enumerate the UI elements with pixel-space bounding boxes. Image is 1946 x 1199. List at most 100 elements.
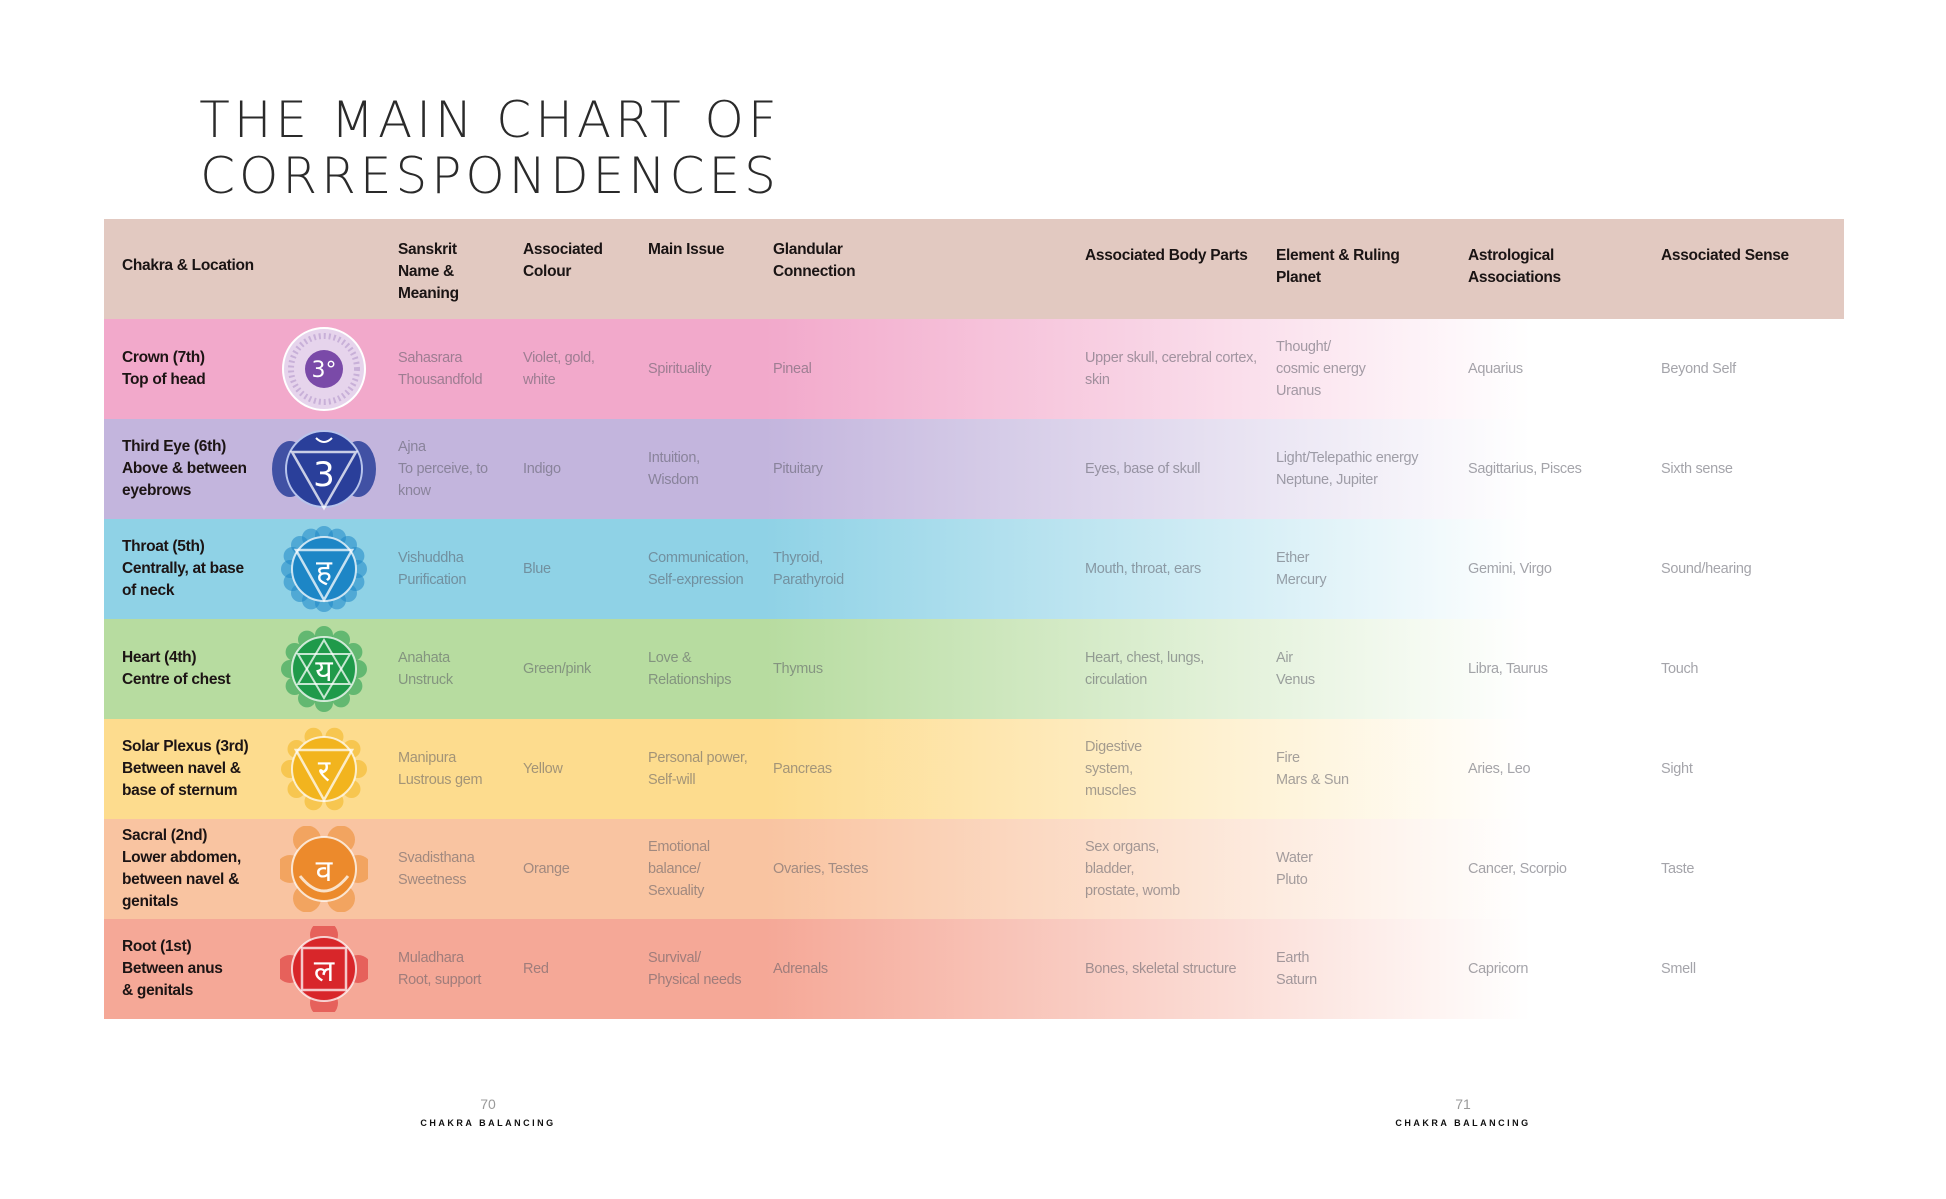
cell-line: Relationships (648, 672, 732, 688)
associated-colour: Blue (523, 558, 551, 580)
location-line: Throat (5th) (122, 538, 205, 555)
sanskrit-name: Ajna To perceive, to know (398, 436, 488, 502)
cell-line: Purification (398, 572, 467, 588)
cell-line: Emotional (648, 839, 710, 855)
header-label-line: Planet (1276, 269, 1321, 286)
sanskrit-name: Anahata Unstruck (398, 647, 453, 691)
associated-colour: Violet, gold, white (523, 347, 595, 391)
cell-line: Venus (1276, 672, 1315, 688)
glandular-connection: Adrenals (773, 958, 828, 980)
main-issue: Survival/Physical needs (648, 947, 742, 991)
cell-line: prostate, womb (1085, 883, 1180, 899)
cell-line: Light/Telepathic energy (1276, 450, 1419, 466)
throat-chakra-icon: ह (280, 526, 368, 612)
element-planet: Air Venus (1276, 647, 1315, 691)
chakra-location: Crown (7th) Top of head (122, 347, 206, 391)
cell-line: Parathyroid (773, 572, 844, 588)
cell-line: Aquarius (1468, 361, 1523, 377)
cell-line: Manipura (398, 750, 457, 766)
location-line: base of sternum (122, 782, 238, 799)
sanskrit-name: Vishuddha Purification (398, 547, 466, 591)
header-label-line: Associated Sense (1661, 247, 1789, 264)
svg-text:य: य (315, 654, 333, 689)
cell-line: Water (1276, 850, 1313, 866)
page-title: THE MAIN CHART OF CORRESPONDENCES (150, 92, 830, 204)
header-sanskrit-name: Sanskrit Name & Meaning (398, 239, 459, 305)
location-line: Solar Plexus (3rd) (122, 738, 249, 755)
cell-line: Root, support (398, 972, 482, 988)
header-associated-colour: Associated Colour (523, 239, 603, 283)
location-line: genitals (122, 893, 179, 910)
cell-line: Adrenals (773, 961, 828, 977)
location-line: Between navel & (122, 760, 241, 777)
cell-line: Ajna (398, 439, 426, 455)
cell-line: balance/ (648, 861, 701, 877)
astrological: Capricorn (1468, 958, 1528, 980)
cell-line: Survival/ (648, 950, 701, 966)
cell-line: Cancer, Scorpio (1468, 861, 1567, 877)
table-row: Solar Plexus (3rd) Between navel & base of… (104, 719, 1844, 819)
cell-line: To perceive, to (398, 461, 488, 477)
cell-line: Muladhara (398, 950, 464, 966)
cell-line: Sound/hearing (1661, 561, 1752, 577)
cell-line: Thousandfold (398, 372, 483, 388)
astrological: Libra, Taurus (1468, 658, 1548, 680)
body-parts: Mouth, throat, ears (1085, 558, 1201, 580)
main-issue: Communication, Self-expression (648, 547, 749, 591)
footer-left: 70 CHAKRA BALANCING (408, 1096, 568, 1128)
table-row: Sacral (2nd) Lower abdomen, between navel … (104, 819, 1844, 919)
cell-line: Eyes, base of skull (1085, 461, 1201, 477)
associated-colour: Yellow (523, 758, 563, 780)
table-body: Crown (7th) Top of head 3° Sahasrara Thousan… (104, 319, 1844, 1019)
location-line: Top of head (122, 371, 206, 388)
astrological: Sagittarius, Pisces (1468, 458, 1582, 480)
svg-text:ह: ह (316, 554, 333, 589)
body-parts: Sex organs, bladder, prostate, womb (1085, 836, 1180, 902)
cell-line: bladder, (1085, 861, 1135, 877)
element-planet: Earth Saturn (1276, 947, 1317, 991)
cell-line: Physical needs (648, 972, 742, 988)
cell-line: Self-will (648, 772, 696, 788)
header-element-planet: Element & Ruling Planet (1276, 245, 1400, 289)
cell-line: Saturn (1276, 972, 1317, 988)
chakra-location: Throat (5th) Centrally, at base of neck (122, 536, 244, 602)
header-body-parts: Associated Body Parts (1085, 245, 1248, 267)
cell-line: Spirituality (648, 361, 712, 377)
cell-line: Aries, Leo (1468, 761, 1531, 777)
cell-line: Red (523, 961, 549, 977)
sanskrit-name: Svadisthana Sweetness (398, 847, 475, 891)
header-main-issue: Main Issue (648, 239, 725, 261)
glandular-connection: Pineal (773, 358, 812, 380)
running-footer: CHAKRA BALANCING (420, 1118, 556, 1128)
cell-line: Pineal (773, 361, 812, 377)
main-issue: Love & Relationships (648, 647, 731, 691)
main-issue: Personal power, Self-will (648, 747, 748, 791)
cell-line: Thought/ (1276, 339, 1331, 355)
cell-line: Sweetness (398, 872, 467, 888)
cell-line: Wisdom (648, 472, 699, 488)
cell-line: white (523, 372, 556, 388)
cell-line: Beyond Self (1661, 361, 1736, 377)
location-line: Between anus (122, 960, 223, 977)
chakra-location: Heart (4th) Centre of chest (122, 647, 231, 691)
cell-line: Ether (1276, 550, 1310, 566)
cell-line: Touch (1661, 661, 1699, 677)
cell-line: Libra, Taurus (1468, 661, 1548, 677)
sanskrit-name: Sahasrara Thousandfold (398, 347, 483, 391)
cell-line: Uranus (1276, 383, 1321, 399)
cell-line: Sexuality (648, 883, 705, 899)
table-row: Root (1st) Between anus & genitals ल Muladha… (104, 919, 1844, 1019)
cell-line: Love & (648, 650, 692, 666)
cell-line: Mars & Sun (1276, 772, 1349, 788)
body-parts: Digestive system, muscles (1085, 736, 1142, 802)
cell-line: Neptune, Jupiter (1276, 472, 1378, 488)
cell-line: Sagittarius, Pisces (1468, 461, 1582, 477)
main-issue: Emotional balance/Sexuality (648, 836, 710, 902)
running-footer: CHAKRA BALANCING (1395, 1118, 1531, 1128)
footer-right: 71 CHAKRA BALANCING (1383, 1096, 1543, 1128)
glandular-connection: Thyroid, Parathyroid (773, 547, 844, 591)
header-chakra-location: Chakra & Location (122, 255, 254, 277)
table-row: Crown (7th) Top of head 3° Sahasrara Thousan… (104, 319, 1844, 419)
cell-line: Lustrous gem (398, 772, 483, 788)
cell-line: Earth (1276, 950, 1310, 966)
